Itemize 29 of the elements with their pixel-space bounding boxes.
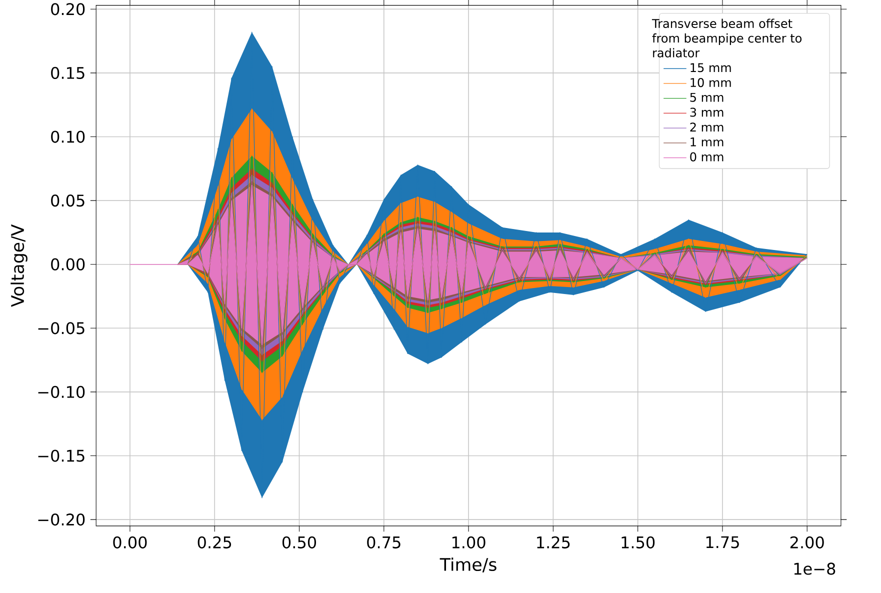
legend-title: Transverse beam offset from beampipe center to radiator [652,18,802,58]
x-axis-title: Time/s [440,558,496,573]
x-tick-label: 0.00 [113,536,147,549]
y-tick-label: 0.00 [51,258,85,271]
legend-label: 2 mm [690,122,724,132]
legend-label: 15 mm [690,63,731,72]
x-tick-label: 0.25 [198,536,232,549]
x-tick-label: 1.00 [452,536,486,549]
x-tick-label: 0.50 [282,536,316,549]
y-tick-label: 0.10 [51,130,85,143]
y-tick-label: 0.05 [51,194,84,207]
x-tick-label: 0.75 [367,536,400,549]
legend-label: 10 mm [690,78,731,88]
x-tick-label: 1.25 [537,536,570,549]
x-tick-label: 1.50 [622,536,655,549]
y-tick-label: −0.05 [38,322,84,334]
y-tick-label: 0.15 [51,67,84,80]
legend-label: 1 mm [690,138,724,146]
y-tick-label: −0.10 [38,386,85,398]
legend-label: 0 mm [690,152,724,162]
y-tick-label: −0.20 [38,514,85,526]
legend-label: 5 mm [690,93,724,102]
y-axis-title: Voltage/V [10,224,28,308]
text: 1e−8 [794,562,836,575]
y-tick-label: −0.15 [38,450,84,462]
x-tick-label: 1.75 [706,536,739,548]
legend-label: 3 mm [690,108,724,117]
y-tick-label: 0.20 [51,3,85,16]
x-tick-label: 2.00 [790,536,824,549]
